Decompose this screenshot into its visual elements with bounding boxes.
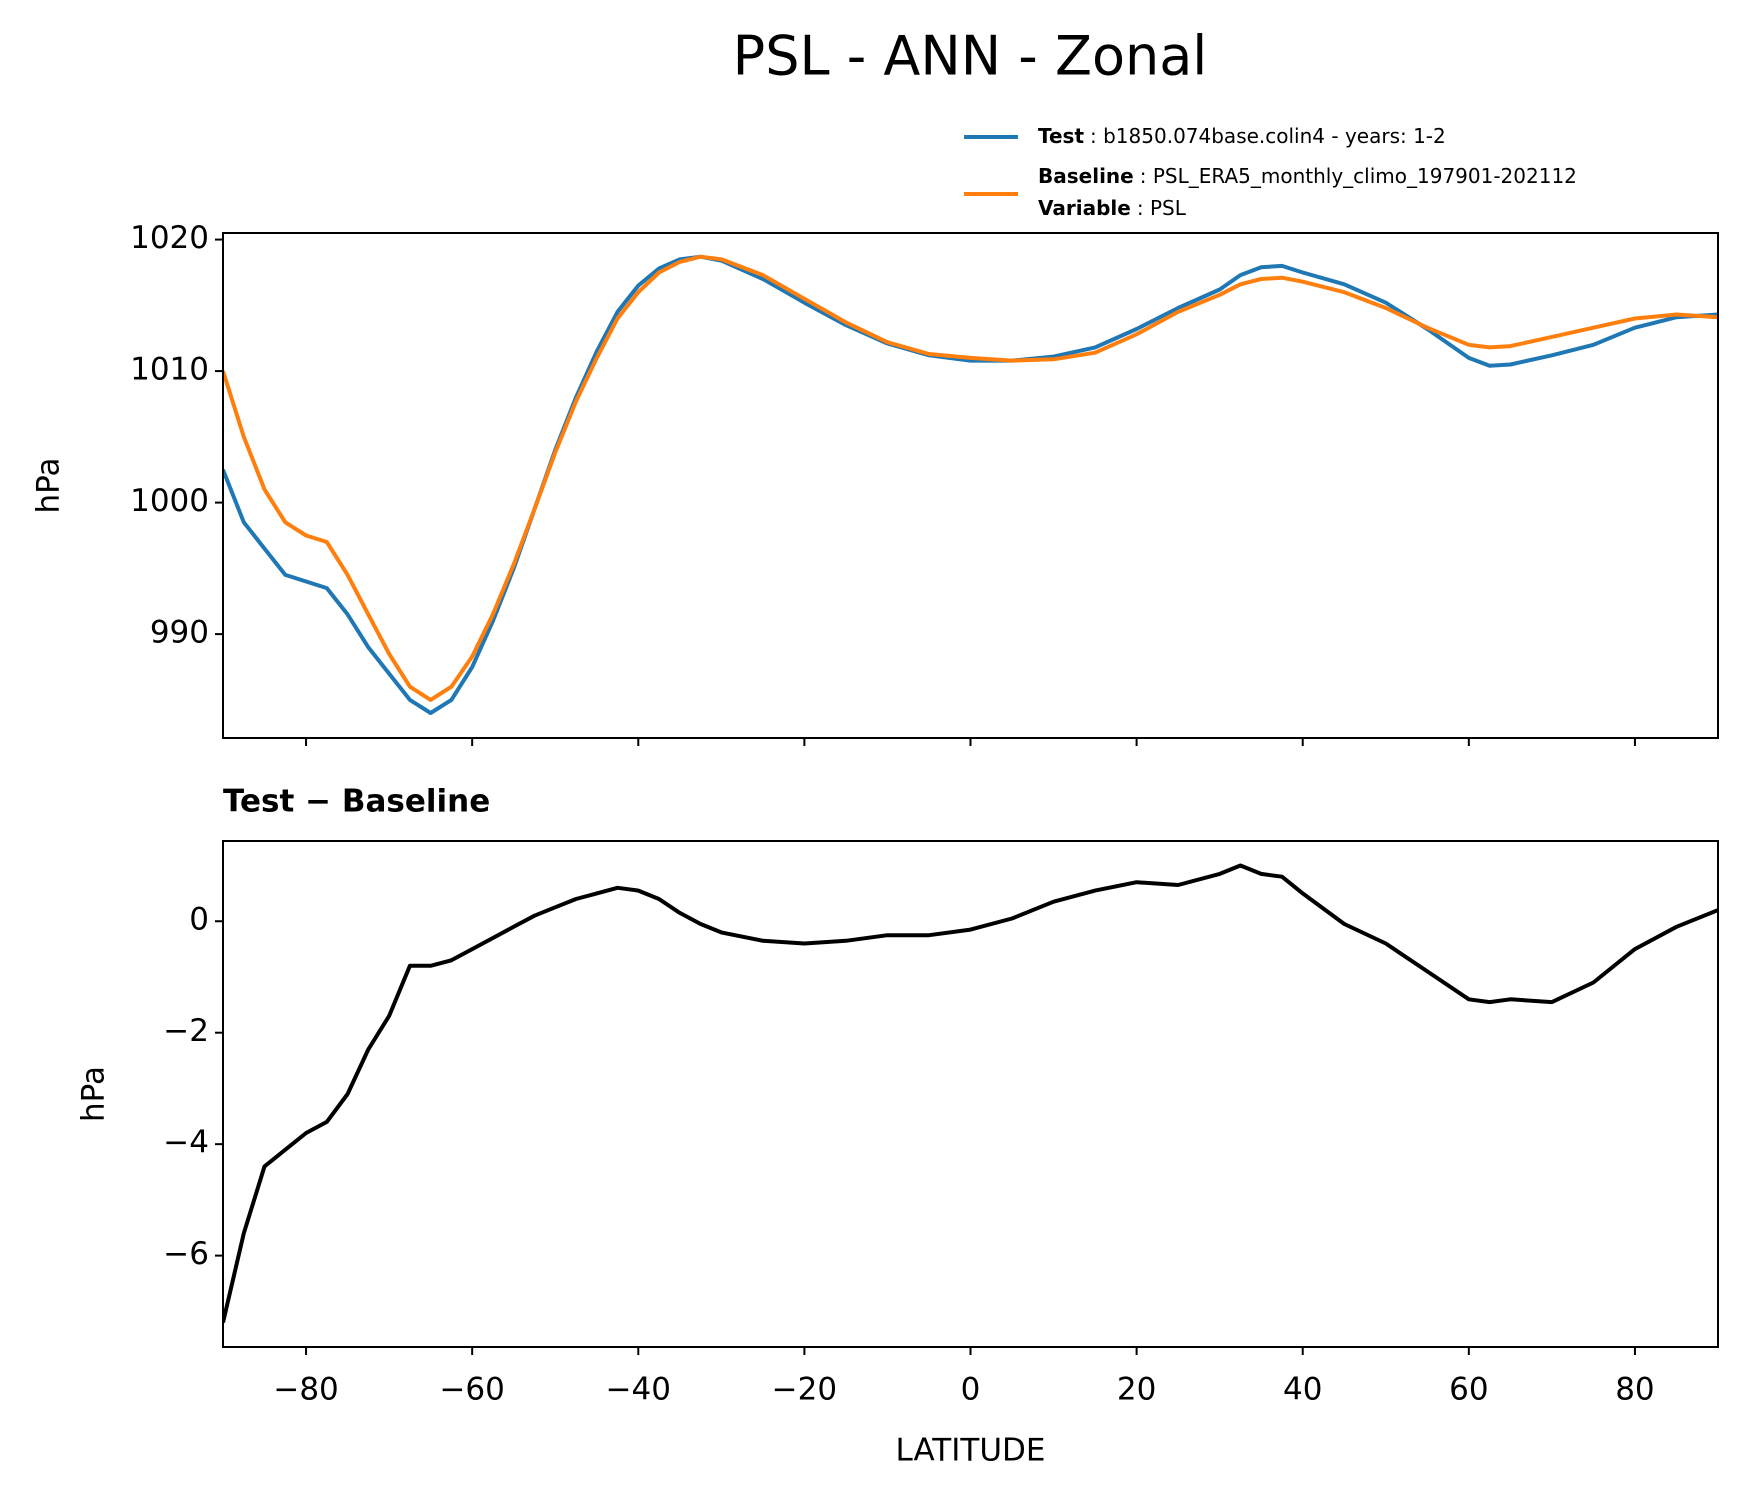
data-line: [223, 863, 1718, 1323]
y-tick-label: −2: [163, 1013, 209, 1049]
legend-text: Variable: PSL: [1038, 196, 1187, 220]
y-tick-label: 1000: [130, 483, 209, 519]
x-tick-label: 0: [961, 1372, 981, 1408]
x-axis-label: LATITUDE: [896, 1433, 1046, 1469]
y-axis-label: hPa: [76, 1066, 112, 1122]
axes-frame: [222, 232, 1719, 739]
x-tick-label: −20: [772, 1372, 837, 1408]
y-tick-label: 0: [189, 902, 209, 938]
axes-frame: [222, 840, 1719, 1348]
legend-description: : PSL_ERA5_monthly_climo_197901-202112: [1140, 164, 1577, 188]
x-tick-label: −40: [606, 1372, 671, 1408]
legend-description: : b1850.074base.colin4 - years: 1-2: [1090, 124, 1446, 148]
y-axis-label: hPa: [31, 458, 67, 514]
legend-description: : PSL: [1137, 196, 1187, 220]
y-tick-label: −4: [163, 1125, 209, 1161]
y-tick-label: 990: [150, 615, 209, 651]
x-tick-label: 80: [1615, 1372, 1654, 1408]
y-tick-label: 1010: [130, 352, 209, 388]
x-tick-label: 40: [1283, 1372, 1322, 1408]
x-tick-label: 20: [1117, 1372, 1156, 1408]
legend-text: Baseline: PSL_ERA5_monthly_climo_197901-…: [1038, 164, 1577, 188]
data-line: [223, 254, 1718, 702]
legend-name: Test: [1038, 124, 1084, 148]
panel-title: Test − Baseline: [223, 784, 490, 820]
x-tick-label: −60: [439, 1372, 504, 1408]
y-tick-label: 1020: [130, 220, 209, 256]
x-tick-label: 60: [1449, 1372, 1488, 1408]
legend-name: Baseline: [1038, 164, 1134, 188]
legend-text: Test: b1850.074base.colin4 - years: 1-2: [1038, 124, 1446, 148]
y-tick-label: −6: [163, 1236, 209, 1272]
legend-name: Variable: [1038, 196, 1131, 220]
figure-title: PSL - ANN - Zonal: [733, 25, 1208, 88]
x-tick-label: −80: [273, 1372, 338, 1408]
